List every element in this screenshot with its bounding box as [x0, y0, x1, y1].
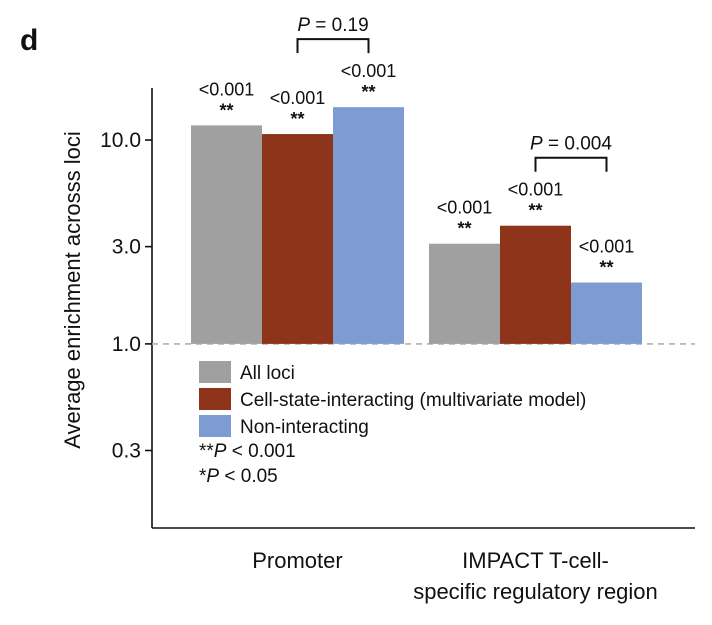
- legend: All loci Cell-state-interacting (multivar…: [199, 361, 586, 487]
- p-value-label: <0.001: [270, 88, 326, 108]
- p-value-label: <0.001: [341, 61, 397, 81]
- significance-stars: **: [290, 109, 304, 129]
- x-category-label: Promoter: [252, 548, 342, 573]
- bar: [333, 107, 404, 344]
- legend-label: Cell-state-interacting (multivariate mod…: [240, 390, 586, 411]
- x-category-label: IMPACT T-cell-specific regulatory region: [413, 548, 658, 604]
- p-value-label: <0.001: [437, 198, 493, 218]
- significance-stars: **: [219, 100, 233, 120]
- bar: [571, 282, 642, 344]
- legend-label: All loci: [240, 363, 295, 384]
- comparison-p-label: P = 0.004: [530, 134, 612, 155]
- legend-note: **P < 0.001: [199, 441, 296, 462]
- y-axis-label: Average enrichment acrosss loci: [60, 131, 85, 449]
- bar: [191, 125, 262, 344]
- significance-stars: **: [528, 201, 542, 221]
- y-tick-label: 1.0: [112, 333, 141, 356]
- p-value-label: <0.001: [579, 237, 635, 257]
- y-tick-label: 0.3: [112, 439, 141, 462]
- significance-stars: **: [361, 82, 375, 102]
- comparison-bracket: [534, 156, 608, 172]
- bar: [429, 243, 500, 344]
- panel-label: d: [20, 24, 38, 57]
- comparison-bracket: [296, 38, 370, 54]
- p-value-label: <0.001: [508, 180, 564, 200]
- legend-note: *P < 0.05: [199, 466, 278, 487]
- legend-swatch: [199, 361, 231, 383]
- bar: [262, 134, 333, 344]
- significance-stars: **: [599, 258, 613, 278]
- bars: [191, 107, 642, 344]
- y-tick-label: 3.0: [112, 236, 141, 259]
- annotations: <0.001**<0.001**<0.001**<0.001**<0.001**…: [199, 15, 635, 277]
- bar: [500, 225, 571, 344]
- y-tick-label: 10.0: [100, 129, 141, 152]
- legend-swatch: [199, 388, 231, 410]
- p-value-label: <0.001: [199, 79, 255, 99]
- legend-swatch: [199, 415, 231, 437]
- significance-stars: **: [457, 219, 471, 239]
- comparison-p-label: P = 0.19: [297, 15, 368, 36]
- legend-label: Non-interacting: [240, 417, 369, 438]
